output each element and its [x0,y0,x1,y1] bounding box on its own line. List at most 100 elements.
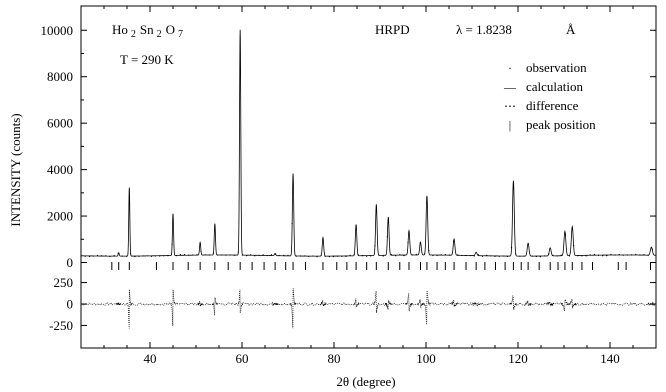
observation-point [312,255,314,257]
legend: · observation — calculation ⋯ difference | peak… [503,60,596,132]
observation-point [502,255,504,257]
observation-point [341,255,343,257]
observation-point [167,255,169,257]
y-axis-ticks-main: 0 2000 4000 6000 8000 10000 [41,23,656,270]
legend-label: difference [526,98,579,113]
temperature-label: T = 290 K [120,52,174,67]
observation-point [473,255,475,257]
observation-point [92,255,95,257]
observation-point [556,255,558,257]
wavelength-label: λ = 1.8238 [456,22,512,37]
observation-point [597,254,600,256]
observation-point [357,254,359,256]
observation-point [183,254,186,256]
observation-point [221,254,223,256]
difference-line [80,288,657,329]
sample-formula: Ho 2 Sn 2 O 7 [112,22,183,40]
observation-point [96,254,99,257]
observation-point [411,254,413,256]
legend-symbol: · [508,61,512,75]
observation-point [125,255,128,257]
observation-point [130,253,132,255]
plot-frame [80,5,657,349]
observation-point [415,253,417,255]
x-tick-label: 40 [144,351,157,366]
x-tick-label: 80 [328,351,341,366]
observation-point [212,252,215,254]
legend-label: observation [526,60,587,75]
observation-point [614,254,616,256]
legend-symbol: | [509,118,511,132]
observation-point [332,255,335,258]
observation-point [577,255,579,257]
observation-point [163,255,165,257]
observation-point [382,255,384,257]
observation-point [403,254,405,257]
observation-point [84,255,86,257]
peak-position-markers [111,262,651,270]
observation-point [109,255,111,258]
observation-point [448,254,451,256]
observation-point [481,255,484,257]
y-tick-label: 4000 [47,162,73,177]
observation-point [274,253,277,255]
observation-point [258,254,260,256]
observation-point [432,254,434,257]
observation-point [440,254,442,256]
x-tick-label: 60 [236,351,249,366]
observation-point [328,255,330,258]
x-axis-ticks: 40 60 80 100 120 140 [103,6,657,366]
observation-point [270,254,273,256]
observation-point [279,254,281,257]
observation-point [573,245,575,247]
observation-point [639,254,641,256]
observation-point [188,254,190,256]
observation-point [548,253,550,255]
observation-point [337,255,339,257]
observation-point [469,255,471,257]
observation-point [88,255,90,258]
observation-point [407,242,409,244]
observation-point [241,254,244,256]
y-axis-label: INTENSITY (counts) [8,113,23,226]
observation-point [535,255,538,258]
diff-y-tick-label: 0 [67,297,74,312]
observation-point [113,254,115,257]
observation-point [208,254,210,256]
observation-point [80,255,82,257]
observation-point [159,255,161,257]
diff-y-tick-label: -250 [49,318,73,333]
observation-point [295,255,297,257]
observation-point [299,255,302,257]
observation-point [233,254,235,256]
observation-point [523,255,525,257]
observation-point [308,255,310,258]
observation-point [622,254,624,256]
observation-point [254,255,256,257]
observation-point [486,254,488,256]
observation-point [527,243,529,245]
observation-point [192,254,194,256]
observation-point [519,255,521,257]
observation-point [444,254,446,256]
observation-point [101,255,103,257]
observation-point [552,254,554,257]
x-tick-label: 140 [600,351,620,366]
observation-point [531,255,533,257]
y-tick-label: 0 [67,255,74,270]
observation-point [477,254,480,256]
y-tick-label: 2000 [47,209,73,224]
x-tick-label: 120 [508,351,528,366]
observation-point [320,254,322,256]
observation-point [366,255,368,257]
observation-point [237,251,239,253]
observation-point [606,255,608,257]
observation-point [399,254,401,256]
observation-point [134,255,136,258]
observation-point [246,255,248,257]
observation-point [225,254,227,256]
y-tick-label: 6000 [47,116,73,131]
observation-point [539,256,542,258]
observation-point [121,255,123,257]
